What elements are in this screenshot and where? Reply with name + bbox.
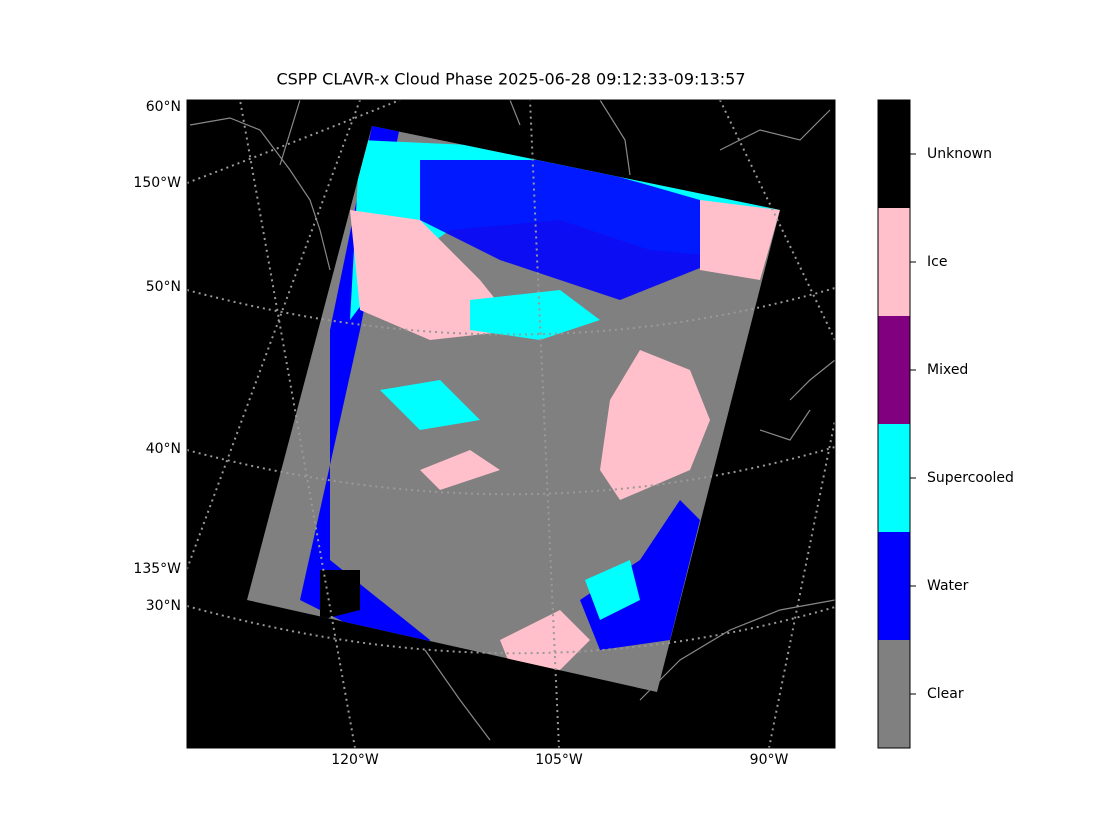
coastline: [189, 100, 835, 741]
colorbar-label: Supercooled: [927, 470, 1014, 486]
colorbar-label: Ice: [927, 254, 947, 270]
colorbar-segment: [878, 208, 910, 316]
axis-label: 90°W: [750, 752, 789, 768]
axis-label: 40°N: [146, 441, 181, 457]
colorbar-segment: [878, 532, 910, 640]
axis-label: 135°W: [133, 561, 181, 577]
graticule: [529, 100, 560, 748]
colorbar-segment: [878, 424, 910, 532]
colorbar-label: Clear: [927, 686, 964, 702]
colorbar-frame: [877, 99, 911, 749]
axis-label: 60°N: [146, 99, 181, 115]
axis-label: 105°W: [535, 752, 583, 768]
title: CSPP CLAVR-x Cloud Phase 2025-06-28 09:1…: [276, 70, 745, 89]
map: [187, 100, 835, 748]
graticule: [187, 287, 835, 336]
colorbar-segment: [878, 100, 910, 208]
colorbar-label: Unknown: [927, 146, 992, 162]
colorbar-label: Mixed: [927, 362, 968, 378]
graticule: [187, 446, 835, 496]
axis-label: 30°N: [146, 598, 181, 614]
graticule: [187, 605, 835, 655]
graticule: [719, 100, 835, 341]
axis-label: 120°W: [331, 752, 379, 768]
axis-label: 50°N: [146, 279, 181, 295]
graticule: [239, 100, 356, 748]
axis-label: 150°W: [133, 175, 181, 191]
colorbar: Unknown Ice Mixed Supercooled Water Clear: [877, 99, 1014, 749]
colorbar-segment: [878, 316, 910, 424]
colorbar-label: Water: [927, 578, 969, 594]
map-frame: [186, 99, 836, 749]
colorbar-segment: [878, 640, 910, 748]
graticule: [768, 419, 835, 748]
